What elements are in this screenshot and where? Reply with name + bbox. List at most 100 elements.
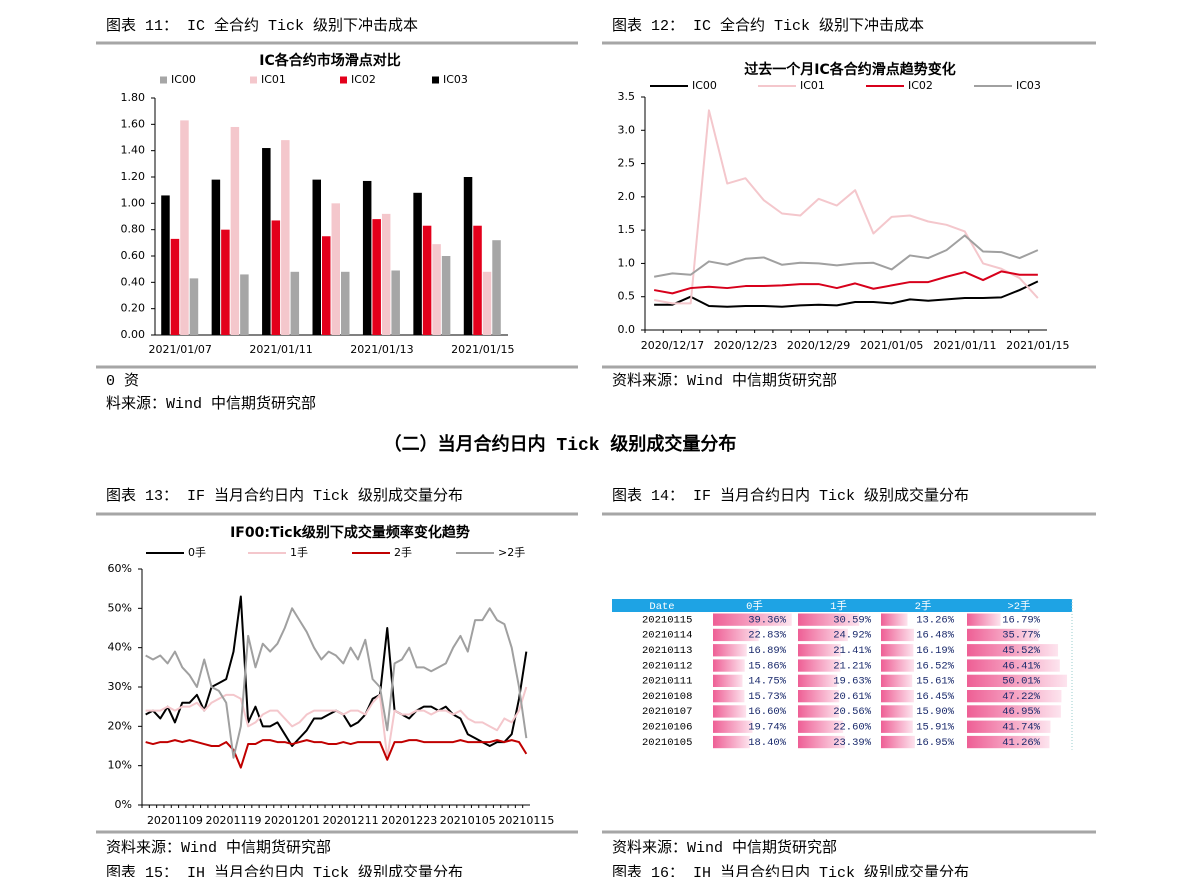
table-value: 16.45% — [916, 691, 955, 703]
y-tick-label: 1.0 — [618, 256, 636, 269]
section-heading: （二）当月合约日内 Tick 级别成交量分布 — [384, 433, 737, 456]
bar — [372, 219, 381, 335]
bar — [492, 240, 501, 335]
table-value: 39.36% — [748, 614, 787, 626]
table-value: 16.52% — [916, 660, 955, 672]
figure-caption: 图表 14： IF 当月合约日内 Tick 级别成交量分布 — [612, 486, 969, 505]
data-bar — [713, 644, 747, 657]
figure-caption: 图表 11： IC 全合约 Tick 级别下冲击成本 — [106, 16, 418, 35]
line-series — [653, 234, 1039, 278]
table-value: 23.39% — [833, 737, 872, 749]
y-tick-label: 1.80 — [121, 91, 146, 104]
source-note: 料来源：Wind 中信期货研究部 — [106, 395, 316, 413]
bar — [211, 179, 221, 335]
table-date: 20210108 — [642, 691, 692, 703]
x-tick-label: 2021/01/13 — [350, 343, 413, 356]
data-bar — [881, 705, 913, 718]
table-value: 45.52% — [1002, 645, 1041, 657]
table-value: 41.26% — [1002, 737, 1041, 749]
legend-label: IC00 — [692, 79, 717, 92]
y-tick-label: 1.5 — [618, 223, 636, 236]
y-tick-label: 1.00 — [121, 196, 146, 209]
x-tick-label: 2020/12/29 — [787, 339, 850, 352]
y-tick-label: 0% — [115, 798, 132, 811]
line-series — [653, 109, 1039, 305]
y-tick-label: 0.00 — [121, 328, 146, 341]
y-tick-label: 0.40 — [121, 275, 146, 288]
data-bar — [967, 705, 1061, 718]
data-bar — [713, 690, 745, 703]
chart-title: IF00:Tick级别下成交量频率变化趋势 — [230, 524, 470, 541]
data-bar — [798, 690, 840, 703]
data-bar — [967, 690, 1062, 703]
table-value: 15.73% — [748, 691, 787, 703]
data-bar — [713, 613, 792, 626]
table-value: 19.74% — [748, 722, 787, 734]
bar — [331, 203, 340, 335]
y-tick-label: 2.0 — [618, 190, 636, 203]
bar — [391, 270, 400, 335]
table-value: 41.74% — [1002, 722, 1041, 734]
table-value: 16.60% — [748, 706, 787, 718]
bar — [322, 236, 331, 335]
x-tick-label: 2020/12/23 — [714, 339, 777, 352]
table-value: 16.95% — [916, 737, 955, 749]
line-series — [654, 280, 1039, 308]
y-tick-label: 1.40 — [121, 144, 146, 157]
y-tick-label: 0.5 — [618, 290, 636, 303]
y-tick-label: 3.5 — [618, 90, 636, 103]
line-series — [653, 270, 1038, 295]
x-tick-label: 20210105 — [440, 814, 496, 827]
data-bar — [881, 690, 914, 703]
x-tick-label: 2021/01/07 — [149, 343, 212, 356]
y-tick-label: 30% — [108, 680, 132, 693]
table-value: 15.61% — [916, 676, 955, 688]
source-note: 资料来源：Wind 中信期货研究部 — [612, 372, 837, 390]
x-tick-label: 2021/01/11 — [933, 339, 996, 352]
table-value: 30.59% — [833, 614, 872, 626]
legend-label: IC01 — [261, 73, 286, 86]
bar — [441, 256, 451, 335]
bar — [262, 148, 271, 335]
y-tick-label: 1.20 — [121, 170, 146, 183]
bar — [271, 220, 281, 335]
x-tick-label: 20201201 — [264, 814, 320, 827]
legend-label: IC02 — [908, 79, 933, 92]
bar — [240, 274, 249, 335]
x-tick-label: 2021/01/11 — [249, 343, 312, 356]
y-tick-label: 10% — [108, 759, 132, 772]
data-bar — [798, 735, 845, 749]
bar — [189, 278, 199, 335]
table-value: 16.19% — [916, 645, 955, 657]
line-series — [145, 739, 528, 769]
table-value: 20.61% — [833, 691, 872, 703]
source-note: 资料来源：Wind 中信期货研究部 — [106, 839, 331, 857]
bar — [230, 126, 240, 335]
chart-title: 过去一个月IC各合约滑点趋势变化 — [744, 61, 955, 78]
data-bar — [881, 628, 914, 642]
table-header: 2手 — [915, 599, 932, 613]
bar — [341, 271, 350, 335]
bar — [413, 192, 422, 335]
table-date: 20210114 — [642, 630, 692, 642]
data-bar — [967, 613, 1001, 626]
bar — [362, 180, 372, 335]
data-bar — [881, 720, 913, 733]
legend-swatch — [432, 76, 439, 84]
legend-label: 1手 — [290, 545, 308, 559]
table-value: 21.41% — [833, 645, 872, 657]
table-value: 16.48% — [916, 630, 955, 642]
table-date: 20210115 — [642, 614, 692, 626]
table-date: 20210113 — [642, 645, 692, 657]
x-tick-label: 20201109 — [147, 814, 203, 827]
data-bar — [881, 644, 914, 657]
bar — [281, 140, 290, 335]
y-tick-label: 0.20 — [121, 302, 146, 315]
table-value: 16.79% — [1002, 614, 1041, 626]
x-tick-label: 2021/01/15 — [451, 343, 514, 356]
table-value: 21.21% — [833, 660, 872, 672]
table-date: 20210105 — [642, 737, 692, 749]
table-value: 22.83% — [748, 630, 787, 642]
data-bar — [798, 720, 844, 733]
data-bar — [967, 674, 1068, 687]
